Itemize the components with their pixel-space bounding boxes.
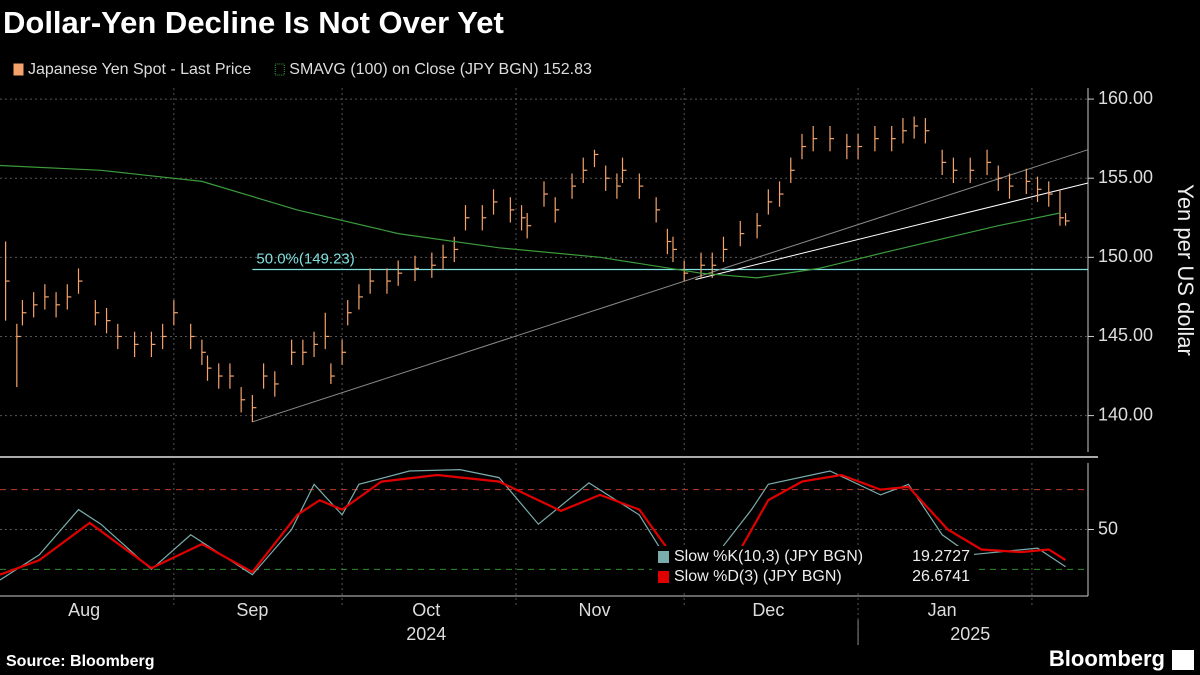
legend-label: Slow %K(10,3) (JPY BGN) — [674, 548, 863, 565]
legend-label: Slow %D(3) (JPY BGN) — [674, 568, 842, 585]
y-tick-label: 140.00 — [1098, 404, 1153, 424]
year-label: 2025 — [950, 624, 990, 644]
legend-swatch — [658, 551, 669, 563]
series-line — [0, 473, 1067, 576]
source: Source: Bloomberg — [6, 653, 154, 670]
x-tick-label: Oct — [412, 600, 440, 620]
legend-value: 26.6741 — [912, 568, 970, 585]
x-tick-label: Dec — [752, 600, 784, 620]
x-tick-label: Sep — [236, 600, 268, 620]
y-tick-label: 160.00 — [1098, 88, 1153, 108]
trendline — [695, 182, 1089, 280]
x-tick-label: Aug — [68, 600, 100, 620]
y-tick-label: 150.00 — [1098, 246, 1153, 266]
series-line — [0, 468, 1066, 581]
legend-swatch — [13, 63, 24, 76]
level-label: 50.0%(149.23) — [256, 250, 354, 267]
chart-title: Dollar-Yen Decline Is Not Over Yet — [3, 5, 504, 40]
legend-label: SMAVG (100) on Close (JPY BGN) 152.83 — [289, 61, 592, 78]
y-axis-label: Yen per US dollar — [1173, 184, 1198, 356]
trendline — [252, 149, 1089, 423]
x-tick-label: Jan — [928, 600, 957, 620]
y-tick-label: 155.00 — [1098, 167, 1153, 187]
y-tick-label: 145.00 — [1098, 325, 1153, 345]
legend-swatch — [274, 63, 285, 76]
legend-swatch — [658, 571, 669, 583]
series-line — [0, 164, 1061, 279]
legend-value: 19.2727 — [912, 548, 970, 565]
x-tick-label: Nov — [578, 600, 610, 620]
brand: Bloomberg — [1049, 646, 1165, 671]
legend-box — [652, 546, 974, 590]
legend-label: Japanese Yen Spot - Last Price — [28, 61, 251, 78]
brand-logo — [1172, 650, 1194, 670]
y-tick-label: 50 — [1098, 518, 1118, 538]
year-label: 2024 — [406, 624, 446, 644]
